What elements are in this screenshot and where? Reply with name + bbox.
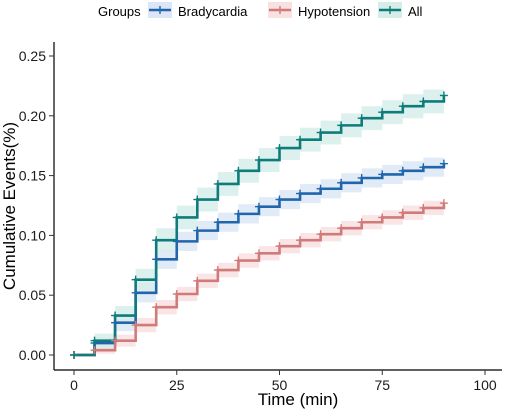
censor-mark-bradycardia xyxy=(378,170,387,179)
censor-mark-hypotension xyxy=(419,203,428,212)
band-all xyxy=(74,83,444,356)
series-lines xyxy=(74,95,446,357)
y-tick-label: 0.20 xyxy=(19,108,46,124)
axes xyxy=(53,42,502,371)
censor-mark-all xyxy=(419,97,428,106)
censor-mark-hypotension xyxy=(357,218,366,227)
y-tick-label: 0.15 xyxy=(19,168,46,184)
censor-mark-hypotension xyxy=(275,242,284,251)
censor-marks xyxy=(70,91,448,359)
censor-mark-bradycardia xyxy=(419,163,428,172)
y-tick-label: 0.00 xyxy=(19,347,46,363)
censor-mark-all xyxy=(172,213,181,222)
censor-mark-all xyxy=(378,108,387,117)
censor-mark-hypotension xyxy=(439,199,448,208)
legend-item-all: All xyxy=(378,2,423,19)
censor-mark-all xyxy=(131,275,140,284)
censor-mark-hypotension xyxy=(378,213,387,222)
censor-mark-all xyxy=(337,121,346,130)
censor-mark-all xyxy=(70,351,78,359)
censor-mark-bradycardia xyxy=(439,159,448,168)
y-tick-label: 0.05 xyxy=(19,287,46,303)
censor-mark-bradycardia xyxy=(398,166,407,175)
legend-label: Bradycardia xyxy=(178,4,248,19)
censor-mark-all xyxy=(254,156,263,165)
censor-mark-bradycardia xyxy=(316,184,325,193)
x-tick-label: 50 xyxy=(272,377,288,393)
censor-mark-bradycardia xyxy=(337,178,346,187)
x-tick-label: 75 xyxy=(374,377,390,393)
censor-mark-hypotension xyxy=(213,266,222,275)
censor-mark-bradycardia xyxy=(172,237,181,246)
x-tick-label: 100 xyxy=(473,377,497,393)
censor-mark-hypotension xyxy=(254,249,263,258)
legend: Groups Bradycardia Hypotension All xyxy=(98,2,423,19)
censor-mark-bradycardia xyxy=(234,209,243,218)
censor-mark-hypotension xyxy=(111,336,120,345)
x-axis-title: Time (min) xyxy=(258,390,339,409)
censor-mark-hypotension xyxy=(398,208,407,217)
censor-mark-all xyxy=(213,179,222,188)
censor-mark-hypotension xyxy=(193,276,202,285)
censor-mark-hypotension xyxy=(316,230,325,239)
censor-mark-hypotension xyxy=(90,346,99,355)
censor-mark-bradycardia xyxy=(296,189,305,198)
censor-mark-all xyxy=(296,135,305,144)
censor-mark-bradycardia xyxy=(193,226,202,235)
censor-mark-all xyxy=(193,195,202,204)
ticks: 0 25 50 75 100 0.00 0.05 0.10 0.15 0.20 0.25 xyxy=(19,48,497,393)
censor-mark-hypotension xyxy=(131,321,140,330)
legend-item-bradycardia: Bradycardia xyxy=(148,2,248,19)
line-all xyxy=(74,95,446,357)
x-tick-label: 25 xyxy=(169,377,185,393)
y-tick-label: 0.10 xyxy=(19,227,46,243)
censor-mark-bradycardia xyxy=(152,255,161,264)
censor-mark-bradycardia xyxy=(254,202,263,211)
legend-label: Hypotension xyxy=(298,4,370,19)
censor-mark-hypotension xyxy=(152,303,161,312)
censor-mark-bradycardia xyxy=(357,173,366,182)
censor-mark-all xyxy=(111,311,120,320)
legend-title: Groups xyxy=(98,4,141,19)
censor-mark-all xyxy=(357,114,366,123)
censor-mark-all xyxy=(90,336,99,345)
censor-mark-all xyxy=(152,236,161,245)
censor-mark-all xyxy=(234,166,243,175)
censor-mark-hypotension xyxy=(234,256,243,265)
legend-label: All xyxy=(408,4,423,19)
censor-mark-all xyxy=(439,91,448,100)
censor-mark-hypotension xyxy=(296,236,305,245)
censor-mark-bradycardia xyxy=(111,318,120,327)
censor-mark-hypotension xyxy=(337,224,346,233)
censor-mark-bradycardia xyxy=(275,195,284,204)
line-hypotension xyxy=(74,203,446,357)
y-tick-label: 0.25 xyxy=(19,48,46,64)
x-tick-label: 0 xyxy=(70,377,78,393)
censor-mark-hypotension xyxy=(172,290,181,299)
censor-mark-bradycardia xyxy=(213,218,222,227)
censor-mark-bradycardia xyxy=(131,288,140,297)
censor-mark-all xyxy=(275,144,284,153)
censor-mark-all xyxy=(398,102,407,111)
legend-item-hypotension: Hypotension xyxy=(268,2,370,19)
y-axis-title: Cumulative Events(%) xyxy=(0,122,19,290)
band-bradycardia xyxy=(74,154,444,355)
censor-mark-all xyxy=(316,128,325,137)
